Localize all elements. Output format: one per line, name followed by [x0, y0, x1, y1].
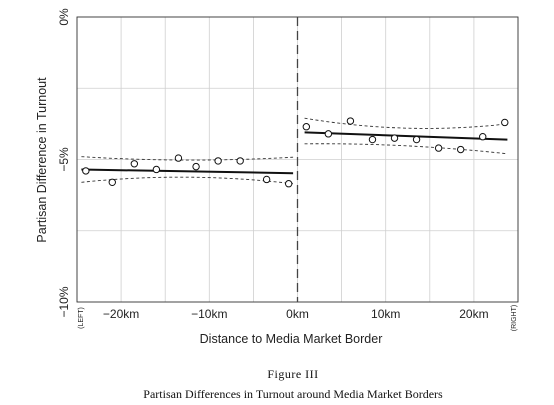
data-point	[214, 157, 222, 165]
y-tick-label: −5%	[57, 147, 71, 172]
figure-number: Figure III	[267, 367, 318, 381]
data-point	[108, 178, 116, 187]
data-point	[302, 123, 311, 131]
y-tick-label: 0%	[57, 8, 71, 26]
figure-caption: Partisan Differences in Turnout around M…	[143, 387, 443, 401]
fit-line	[304, 131, 508, 141]
data-point	[174, 154, 183, 162]
data-point	[152, 165, 161, 174]
y-axis-title: Partisan Difference in Turnout	[35, 77, 49, 243]
data-point	[262, 175, 271, 184]
ci-upper-line	[81, 156, 294, 161]
left-edge-label: (LEFT)	[78, 307, 85, 329]
data-point	[412, 135, 421, 144]
data-point	[192, 162, 200, 171]
ci-lower-line	[81, 176, 294, 185]
data-point	[130, 160, 139, 168]
right-edge-label: (RIGHT)	[511, 305, 518, 331]
x-axis-title: Distance to Media Market Border	[200, 332, 383, 346]
data-point	[368, 135, 377, 144]
data-point	[390, 134, 399, 142]
data-point	[434, 144, 443, 152]
ci-upper-line	[304, 117, 508, 129]
data-point	[346, 117, 355, 125]
data-point	[284, 180, 293, 188]
x-tick-label: 10km	[371, 307, 400, 321]
x-tick-label: −10km	[191, 307, 227, 321]
x-tick-label: −20km	[103, 307, 139, 321]
fit-line	[81, 168, 294, 175]
data-point	[456, 145, 465, 154]
data-point	[236, 157, 244, 165]
data-point	[479, 133, 487, 141]
y-tick-labels: 0% −5% −10%	[57, 8, 71, 318]
y-tick-label: −10%	[57, 286, 71, 317]
x-tick-label: 0km	[286, 307, 309, 321]
data-point	[501, 118, 509, 127]
fit-lines	[81, 131, 508, 175]
ci-lower-line	[304, 143, 508, 155]
data-point	[82, 167, 90, 175]
x-tick-labels: −20km −10km 0km 10km 20km	[103, 307, 489, 321]
data-point	[324, 130, 333, 138]
x-tick-label: 20km	[459, 307, 488, 321]
data-points	[82, 117, 509, 188]
confidence-bands	[81, 117, 508, 185]
